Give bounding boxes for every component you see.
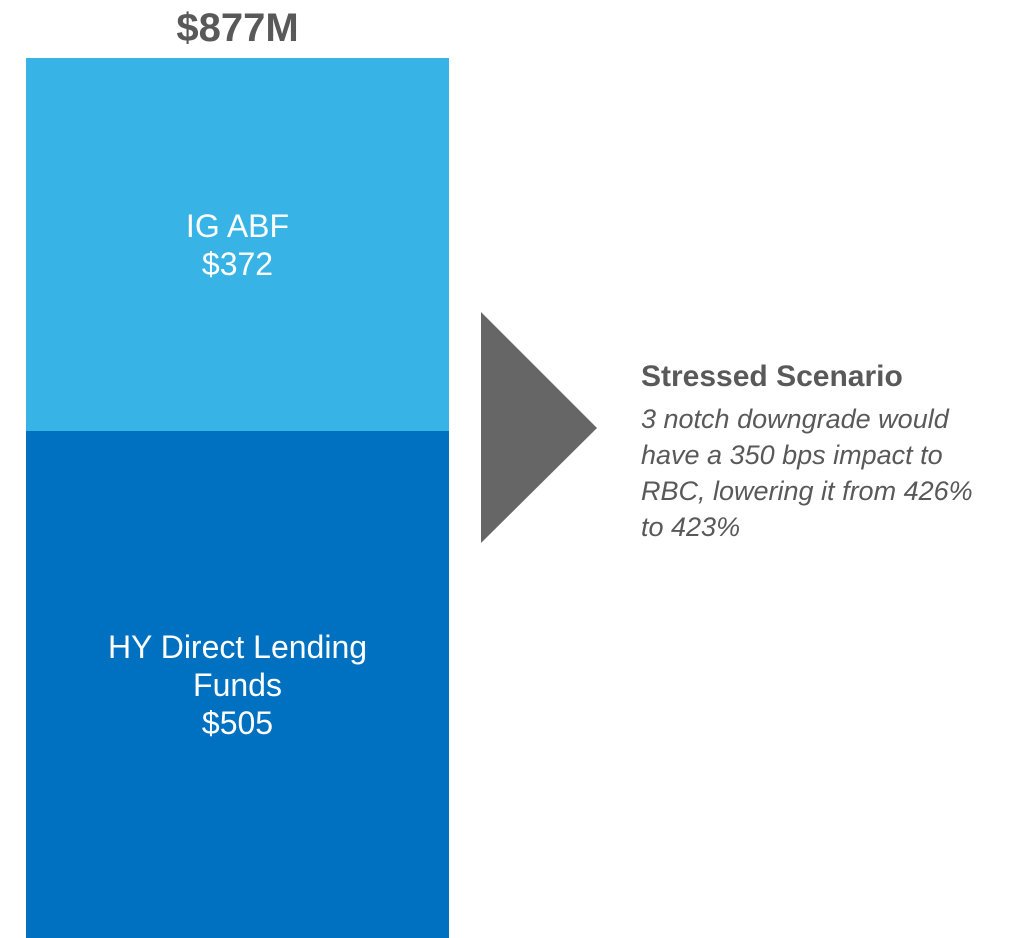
annotation-title: Stressed Scenario: [641, 360, 903, 393]
stacked-bar: IG ABF $372 HY Direct Lending Funds $505: [26, 58, 449, 938]
bar-segment: IG ABF $372: [26, 58, 449, 432]
total-label: $877M: [176, 6, 299, 50]
value-label: $372: [201, 245, 274, 282]
bar-segment: HY Direct Lending Funds $505: [26, 431, 449, 938]
value-label: $505: [201, 704, 274, 741]
arrow-shape: [481, 312, 597, 543]
series-name: HY Direct Lending Funds: [107, 628, 368, 703]
arrow: [481, 312, 597, 543]
segment-label: HY Direct Lending Funds $505: [108, 628, 368, 742]
annotation-text: 3 notch downgrade would have a 350 bps i…: [641, 404, 973, 542]
series-name: IG ABF: [185, 207, 290, 244]
segment-label: IG ABF $372: [186, 207, 289, 283]
annotation: Stressed Scenario 3 notch downgrade woul…: [641, 357, 996, 545]
